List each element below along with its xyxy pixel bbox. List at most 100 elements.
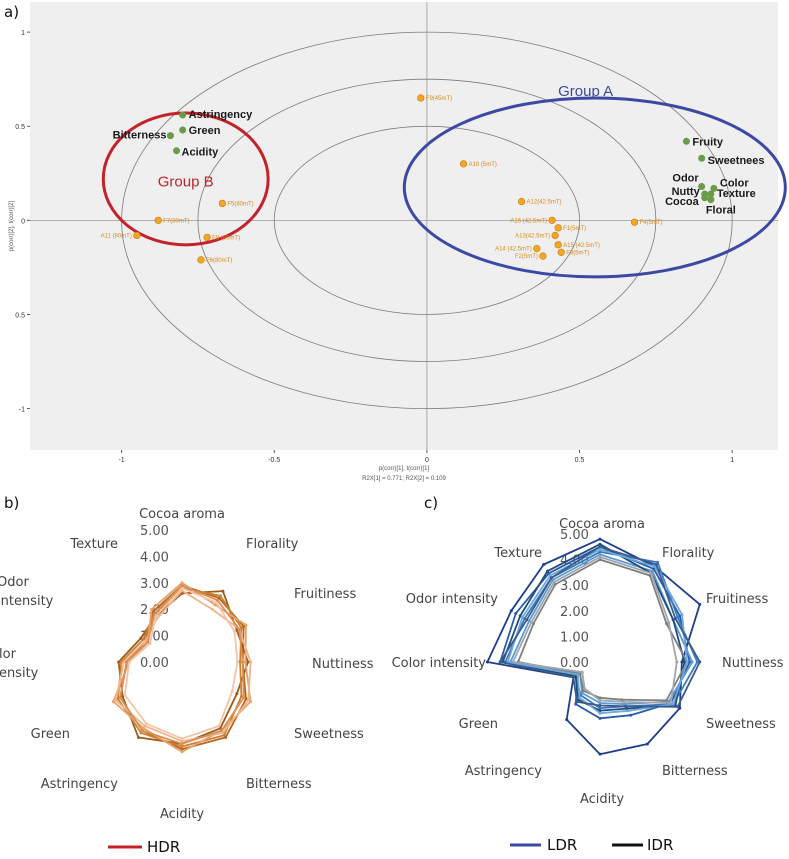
radar-axis-label: Bitterness (662, 764, 728, 779)
attribute-point (710, 184, 718, 192)
attribute-label: Green (189, 125, 221, 137)
sample-label: F4(5mT) (640, 220, 663, 226)
radar-point (125, 660, 129, 664)
radar-point (235, 628, 239, 632)
radar-axis-label-line: Texture (493, 546, 542, 561)
sample-label: F3(5mT) (566, 250, 589, 256)
radar-series-6 (512, 556, 678, 704)
y-tick-label: -1 (19, 407, 25, 414)
radar-point (242, 696, 246, 700)
radar-axis-label-line: Fruitiness (294, 587, 356, 602)
radar-axis-label: Astringency (465, 764, 543, 779)
radar-point (527, 619, 531, 623)
radar-point (249, 700, 253, 704)
radar-point (622, 702, 626, 706)
attribute-label: Odor (672, 172, 699, 184)
radar-point (654, 562, 658, 566)
radar-axis-label: Florality (246, 537, 299, 552)
radar-point (246, 660, 250, 664)
y-tick-label: 0.5 (15, 312, 25, 319)
radar-point (244, 623, 248, 627)
radar-point (249, 660, 253, 664)
radar-point (649, 571, 653, 575)
radar-point (598, 550, 602, 554)
sample-label: A16 (42.5mT) (510, 218, 547, 224)
radar-axis-label-line: Sweetness (294, 727, 364, 742)
radar-point (620, 698, 624, 702)
radar-axis-label: Nuttiness (312, 657, 374, 672)
y-tick-label: 1 (21, 30, 25, 37)
sample-label: A11 (80mT) (101, 233, 132, 239)
radar-tick-label: 0.00 (140, 656, 169, 671)
radar-point (116, 697, 120, 701)
radar-point (518, 614, 522, 618)
radar-axis-label: Cocoa aroma (139, 507, 225, 522)
x-tick-label: 0 (425, 457, 429, 464)
radar-point (180, 739, 184, 743)
radar-point (547, 571, 551, 575)
radar-series-3 (509, 553, 694, 705)
radar-axis-label: Acidity (160, 807, 204, 822)
radar-point (580, 691, 584, 695)
radar-point (529, 620, 533, 624)
radar-point (117, 660, 121, 664)
radar-point (180, 583, 184, 587)
attribute-label: Sweetnees (708, 155, 765, 167)
radar-point (221, 731, 225, 735)
radar-axis-label: Texture (69, 537, 118, 552)
attribute-label: Cocoa (665, 196, 700, 208)
radar-tick-label: 1.00 (560, 630, 589, 645)
sample-point (554, 241, 562, 249)
sample-point (517, 197, 526, 206)
radar-point (230, 689, 234, 693)
radar-point (598, 696, 602, 700)
radar-point (243, 660, 247, 664)
radar-axis-label-line: Acidity (160, 807, 204, 822)
radar-tick-label: 3.00 (140, 577, 169, 592)
radar-point (678, 706, 682, 710)
radar-point (180, 742, 184, 746)
radar-point (217, 596, 221, 600)
radar-axis-label: Odor intensity (0, 575, 54, 609)
attribute-label: Acidity (182, 147, 220, 159)
sample-label: F9(45mT) (426, 96, 452, 102)
radar-axis-label-line: intensity (0, 594, 54, 609)
radar-axis-label-line: Cocoa aroma (559, 517, 645, 532)
radar-point (598, 716, 602, 720)
radar-point (653, 565, 657, 569)
sample-label: F8 (80mT) (212, 235, 240, 241)
radar-point (498, 660, 502, 664)
attribute-point (179, 126, 187, 134)
radar-point (656, 560, 660, 564)
radar-point (531, 622, 535, 626)
radar-axis-label-line: Nuttiness (722, 656, 784, 671)
radar-axis-label-line: Texture (69, 537, 118, 552)
group-b-outline (101, 111, 270, 247)
radar-point (217, 724, 221, 728)
radar-axis-label: Bitterness (246, 777, 312, 792)
scatter-plot: -1 -0.5 0 0.5 1 1 0.5 0 0.5 -1 Group A Group B F9(45… (15, 2, 787, 464)
radar-point (675, 660, 679, 664)
radar-point (233, 630, 237, 634)
radar-point (180, 750, 184, 754)
radar-point (685, 660, 689, 664)
radar-axis-label-line: Florality (246, 537, 299, 552)
radar-point (144, 722, 148, 726)
radar-point (648, 574, 652, 578)
radar-point (241, 660, 245, 664)
radar-point (122, 660, 126, 664)
radar-point (682, 660, 686, 664)
radar-point (218, 594, 222, 598)
radar-point (575, 700, 579, 704)
attribute-label: Nutty (672, 186, 701, 198)
radar-point (698, 602, 702, 606)
radar-point (576, 673, 580, 677)
radar-point (598, 704, 602, 708)
radar-point (565, 718, 569, 722)
sample-point (218, 199, 226, 208)
radar-point (121, 694, 125, 698)
radar-axis-label-line: Odor (0, 575, 29, 590)
radar-point (235, 692, 239, 696)
radar-point (581, 689, 585, 693)
